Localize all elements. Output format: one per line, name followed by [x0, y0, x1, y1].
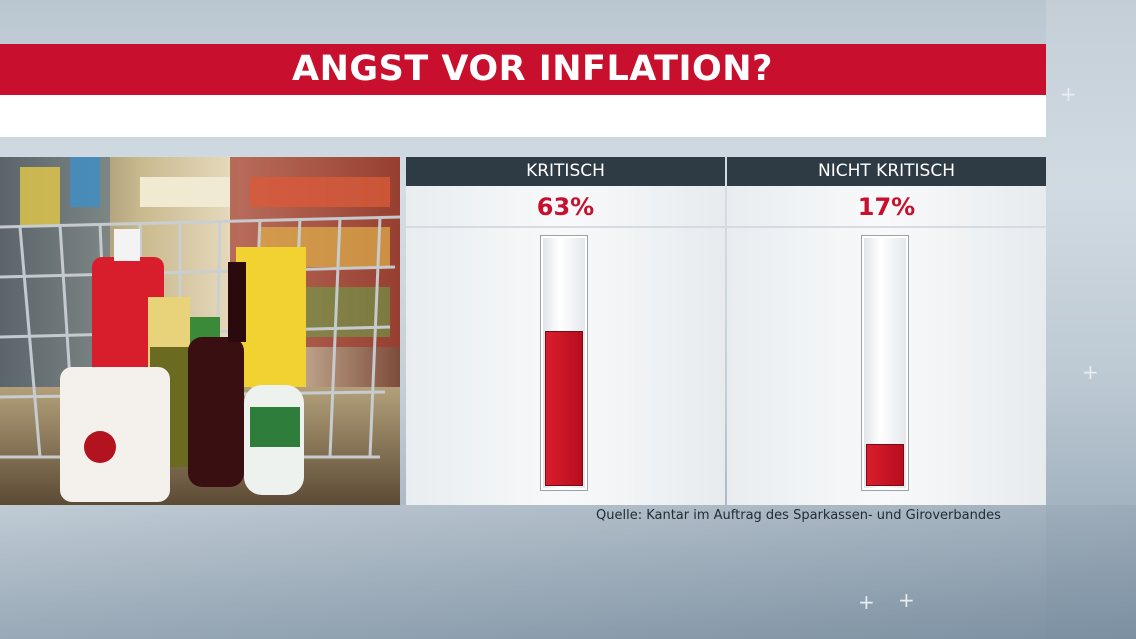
category-label: KRITISCH — [406, 157, 725, 186]
value-label: 17% — [857, 193, 916, 221]
bar-kritisch — [545, 331, 583, 486]
background-lower-band — [0, 505, 1136, 639]
source-note: Quelle: Kantar im Auftrag des Sparkassen… — [596, 508, 1001, 523]
plus-decoration-icon: + — [1060, 82, 1077, 106]
plus-decoration-icon: + — [858, 590, 875, 614]
title-bar — [0, 44, 1046, 95]
chart-panel-kritisch: KRITISCH 63% — [406, 157, 725, 505]
subtitle-band — [0, 95, 1046, 137]
background-right-band — [1046, 0, 1136, 639]
chart-panel-nicht-kritisch: NICHT KRITISCH 17% — [727, 157, 1046, 505]
shopping-cart-photo — [0, 157, 400, 505]
panel-divider — [727, 226, 1046, 228]
panel-divider — [406, 226, 725, 228]
plus-decoration-icon: + — [1082, 360, 1099, 384]
bar-tube — [540, 235, 588, 491]
plus-decoration-icon: + — [898, 588, 915, 612]
category-label: NICHT KRITISCH — [727, 157, 1046, 186]
bar-nicht-kritisch — [866, 444, 904, 486]
value-label: 63% — [536, 193, 595, 221]
bar-tube — [861, 235, 909, 491]
page-title: ANGST VOR INFLATION? — [292, 49, 773, 89]
